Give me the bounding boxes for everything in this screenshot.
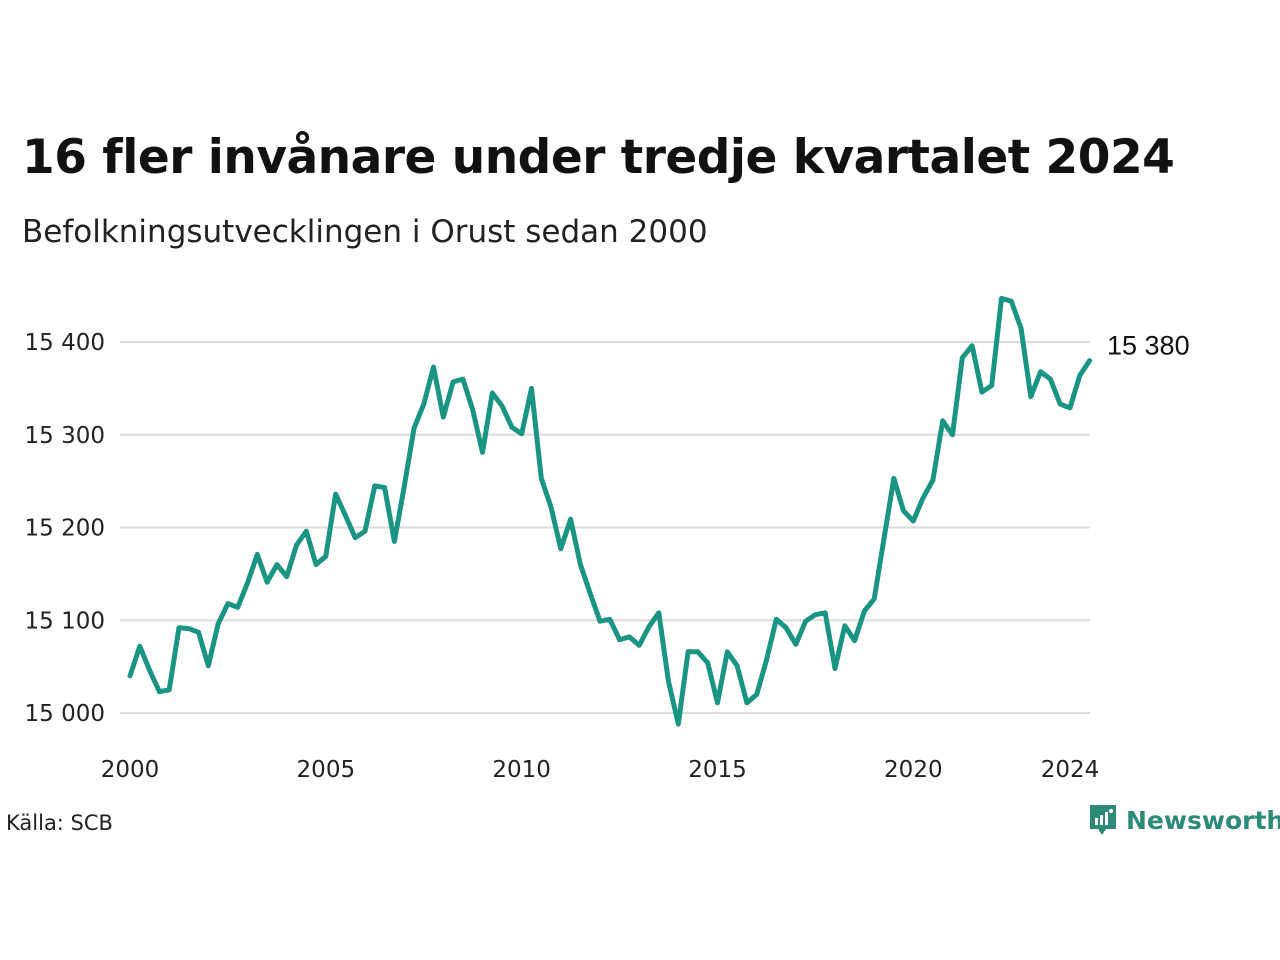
source-note: Källa: SCB: [6, 811, 113, 835]
brand-name: Newsworthy: [1126, 805, 1280, 835]
x-tick-label: 2000: [101, 757, 160, 783]
chart-title: 16 fler invånare under tredje kvartalet …: [22, 130, 1175, 185]
brand-logo[interactable]: Newsworthy: [1088, 803, 1280, 837]
y-tick-label: 15 000: [25, 701, 105, 727]
x-tick-label: 2024: [1041, 757, 1100, 783]
y-tick-label: 15 400: [25, 330, 105, 356]
series-group: [127, 295, 1093, 727]
chart-subtitle: Befolkningsutvecklingen i Orust sedan 20…: [22, 214, 708, 250]
y-tick-label: 15 200: [25, 516, 105, 542]
bar-chart-logo-icon: [1090, 805, 1116, 835]
y-axis-ticks: 15 000 15 100 15 200 15 300 15 400: [25, 330, 105, 727]
x-tick-label: 2010: [492, 757, 551, 783]
end-value-label: 15 380: [1107, 331, 1190, 361]
y-tick-label: 15 100: [25, 608, 105, 634]
x-tick-label: 2005: [297, 757, 356, 783]
y-tick-label: 15 300: [25, 423, 105, 449]
x-axis-ticks: 2000 2005 2010 2015 2020 2024: [101, 757, 1100, 783]
gridlines: [120, 341, 1090, 714]
x-tick-label: 2015: [688, 757, 747, 783]
end-value-label-group: 15 380: [1107, 331, 1190, 361]
x-tick-label: 2020: [884, 757, 943, 783]
population-line: [127, 295, 1093, 727]
